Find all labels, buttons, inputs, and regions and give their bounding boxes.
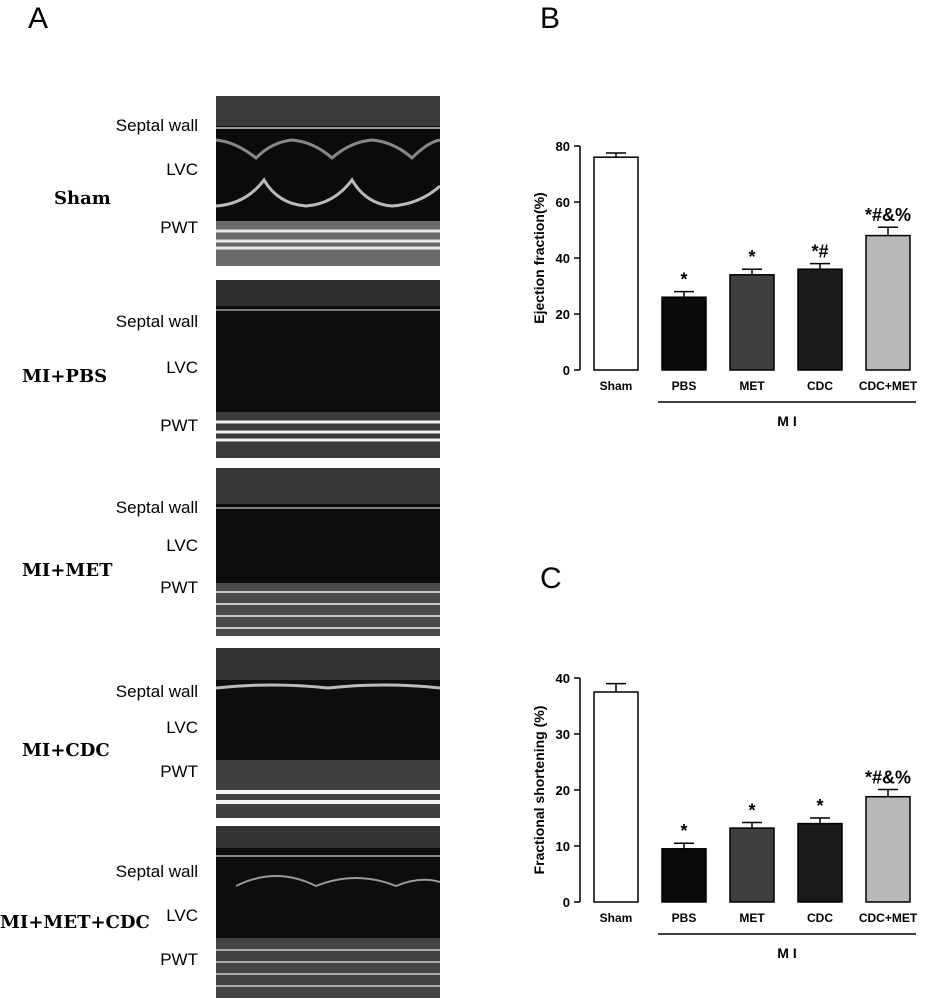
significance-marker: * bbox=[748, 247, 755, 267]
echo-row-mi-met-cdc: Septal wall LVC PWT MI+MET+CDC bbox=[0, 826, 460, 998]
pwt-label: PWT bbox=[0, 578, 198, 598]
echo-image-sham bbox=[216, 96, 440, 266]
bar-cdc-met bbox=[866, 797, 910, 902]
x-tick-label: Sham bbox=[600, 911, 633, 925]
significance-marker: * bbox=[680, 821, 687, 841]
echo-row-mi-pbs: Septal wall LVC PWT MI+PBS bbox=[0, 280, 460, 452]
bar-met bbox=[730, 828, 774, 902]
y-tick-label: 40 bbox=[556, 671, 570, 686]
echo-trace-mi-met bbox=[216, 468, 440, 636]
y-tick-label: 40 bbox=[556, 251, 570, 266]
echo-image-mi-met-cdc bbox=[216, 826, 440, 998]
pwt-label: PWT bbox=[0, 218, 198, 238]
significance-marker: * bbox=[748, 800, 755, 820]
echo-trace-mi-cdc bbox=[216, 648, 440, 818]
y-tick-label: 80 bbox=[556, 139, 570, 154]
group-label-mi-met: MI+MET bbox=[22, 560, 112, 581]
y-axis-title: Ejection fraction(%) bbox=[531, 192, 547, 323]
x-tick-label: MET bbox=[739, 379, 765, 393]
x-tick-label: MET bbox=[739, 911, 765, 925]
y-tick-label: 60 bbox=[556, 195, 570, 210]
group-label-mi-cdc: MI+CDC bbox=[22, 740, 110, 761]
panel-letter-b: B bbox=[540, 2, 560, 36]
ejection-fraction-chart: 0 20 40 60 80 Ejection fraction(%) Sham * PBS * ME… bbox=[528, 130, 938, 460]
x-tick-label: CDC bbox=[807, 379, 833, 393]
septal-label: Septal wall bbox=[0, 116, 198, 136]
group-label-mi-pbs: MI+PBS bbox=[22, 366, 107, 387]
y-axis-title: Fractional shortening (%) bbox=[531, 706, 547, 875]
echo-trace-sham bbox=[216, 96, 440, 266]
x-tick-label: CDC+MET bbox=[859, 379, 918, 393]
lvc-label: LVC bbox=[0, 718, 198, 738]
significance-marker: *#&% bbox=[865, 205, 911, 225]
pwt-label: PWT bbox=[0, 950, 198, 970]
x-tick-label: Sham bbox=[600, 379, 633, 393]
bar-pbs bbox=[662, 849, 706, 902]
significance-marker: * bbox=[816, 796, 823, 816]
group-label-mi: M I bbox=[777, 945, 796, 961]
echo-image-mi-pbs bbox=[216, 280, 440, 458]
lvc-label: LVC bbox=[0, 536, 198, 556]
septal-label: Septal wall bbox=[0, 312, 198, 332]
y-tick-label: 10 bbox=[556, 839, 570, 854]
bar-met bbox=[730, 275, 774, 370]
pwt-label: PWT bbox=[0, 416, 198, 436]
y-tick-label: 0 bbox=[563, 363, 570, 378]
bar-cdc bbox=[798, 824, 842, 902]
y-tick-label: 20 bbox=[556, 783, 570, 798]
panel-letter-a: A bbox=[28, 2, 48, 36]
group-label-mi-met-cdc: MI+MET+CDC bbox=[0, 912, 150, 933]
x-tick-label: CDC bbox=[807, 911, 833, 925]
significance-marker: *# bbox=[811, 242, 828, 262]
y-tick-label: 30 bbox=[556, 727, 570, 742]
pwt-label: PWT bbox=[0, 762, 198, 782]
septal-label: Septal wall bbox=[0, 498, 198, 518]
echo-trace-mi-pbs bbox=[216, 280, 440, 458]
group-label-mi: M I bbox=[777, 413, 796, 429]
panel-letter-c: C bbox=[540, 562, 562, 596]
echo-row-mi-met: Septal wall LVC PWT MI+MET bbox=[0, 468, 460, 640]
bar-cdc-met bbox=[866, 236, 910, 370]
group-label-sham: Sham bbox=[54, 188, 111, 209]
lvc-label: LVC bbox=[0, 160, 198, 180]
bar-sham bbox=[594, 157, 638, 370]
significance-marker: * bbox=[680, 270, 687, 290]
significance-marker: *#&% bbox=[865, 767, 911, 787]
septal-label: Septal wall bbox=[0, 682, 198, 702]
bar-sham bbox=[594, 692, 638, 902]
y-tick-label: 0 bbox=[563, 895, 570, 910]
x-tick-label: PBS bbox=[672, 379, 697, 393]
x-tick-label: PBS bbox=[672, 911, 697, 925]
echo-image-mi-cdc bbox=[216, 648, 440, 818]
septal-label: Septal wall bbox=[0, 862, 198, 882]
bar-cdc bbox=[798, 269, 842, 370]
echo-image-mi-met bbox=[216, 468, 440, 636]
y-tick-label: 20 bbox=[556, 307, 570, 322]
echo-row-sham: Septal wall LVC PWT Sham bbox=[0, 96, 460, 268]
echo-row-mi-cdc: Septal wall LVC PWT MI+CDC bbox=[0, 648, 460, 820]
fractional-shortening-chart: 0 10 20 30 40 Fractional shortening (%) Sham * P… bbox=[528, 662, 938, 992]
echo-trace-mi-met-cdc bbox=[216, 826, 440, 998]
x-tick-label: CDC+MET bbox=[859, 911, 918, 925]
bar-pbs bbox=[662, 297, 706, 370]
